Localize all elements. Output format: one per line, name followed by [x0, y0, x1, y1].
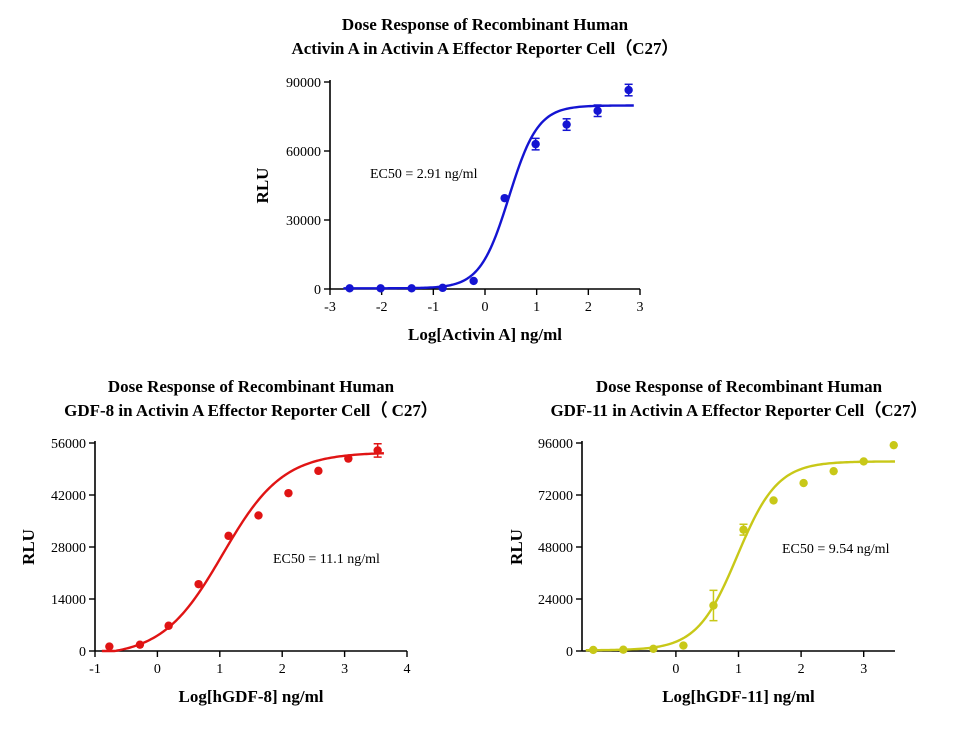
x-axis-title: Log[Activin A] ng/ml — [408, 325, 562, 344]
ec50-annotation: EC50 = 2.91 ng/ml — [370, 167, 478, 182]
ec50-annotation: EC50 = 11.1 ng/ml — [273, 552, 380, 567]
chart-title-line: Dose Response of Recombinant Human — [108, 377, 395, 396]
data-point — [284, 488, 293, 498]
x-tick-label: 2 — [585, 300, 592, 315]
data-point — [376, 284, 385, 293]
data-point — [739, 525, 748, 534]
data-point — [859, 457, 868, 466]
data-point — [164, 621, 173, 630]
x-tick-label: 1 — [735, 662, 742, 677]
chart-activin-a: Dose Response of Recombinant Human Activi… — [253, 15, 679, 344]
x-tick-label: 1 — [533, 300, 540, 315]
chart-title-line: Activin A in Activin A Effector Reporter… — [291, 38, 678, 58]
x-tick-label: 0 — [154, 662, 161, 677]
y-tick-label: 14000 — [51, 593, 86, 608]
y-tick-label: 30000 — [286, 214, 321, 229]
data-point — [345, 284, 354, 293]
x-tick-label: 4 — [404, 662, 411, 677]
y-tick-label: 72000 — [538, 489, 573, 504]
data-point — [624, 85, 633, 95]
y-tick-label: 96000 — [538, 437, 573, 452]
data-point — [105, 642, 114, 651]
y-tick-label: 56000 — [51, 437, 86, 452]
x-tick-label: -3 — [324, 300, 336, 315]
data-point — [314, 466, 323, 476]
data-point — [829, 466, 838, 476]
data-point — [889, 440, 898, 450]
y-tick-label: 0 — [314, 283, 321, 298]
x-tick-label: 3 — [860, 662, 867, 677]
data-point — [619, 645, 628, 654]
chart-title-line: GDF-11 in Activin A Effector Reporter Ce… — [550, 400, 927, 420]
x-tick-label: 0 — [672, 662, 679, 677]
y-tick-label: 48000 — [538, 541, 573, 556]
data-point — [799, 478, 808, 488]
chart-title-line: Dose Response of Recombinant Human — [596, 377, 883, 396]
y-tick-label: 60000 — [286, 145, 321, 160]
data-point — [407, 284, 416, 293]
y-axis-title: RLU — [507, 529, 526, 565]
y-tick-label: 24000 — [538, 593, 573, 608]
x-tick-label: 1 — [216, 662, 223, 677]
x-tick-label: 3 — [637, 300, 644, 315]
fit-curve — [585, 460, 896, 652]
y-axis-title: RLU — [19, 529, 38, 565]
chart-gdf-11: Dose Response of Recombinant Human GDF-11… — [507, 377, 928, 706]
x-tick-label: 2 — [798, 662, 805, 677]
data-point — [679, 641, 688, 650]
x-tick-label: -1 — [427, 300, 439, 315]
data-point — [469, 276, 478, 286]
x-tick-label: 2 — [279, 662, 286, 677]
data-point — [224, 531, 233, 541]
data-point — [500, 193, 509, 203]
y-tick-label: 0 — [566, 645, 573, 660]
data-point — [438, 283, 447, 293]
y-tick-label: 0 — [79, 645, 86, 660]
x-tick-label: 3 — [341, 662, 348, 677]
data-point — [562, 120, 571, 129]
x-axis-title: Log[hGDF-11] ng/ml — [662, 687, 815, 706]
data-point — [135, 640, 145, 649]
data-point — [254, 511, 263, 520]
chart-title-line: GDF-8 in Activin A Effector Reporter Cel… — [64, 400, 438, 420]
data-point — [709, 601, 718, 610]
data-point — [344, 454, 353, 463]
chart-gdf-8: Dose Response of Recombinant Human GDF-8 … — [19, 377, 438, 706]
data-point — [373, 446, 382, 455]
data-point — [194, 579, 203, 589]
y-tick-label: 42000 — [51, 489, 86, 504]
x-tick-label: -2 — [376, 300, 388, 315]
y-axis-title: RLU — [253, 168, 272, 204]
x-tick-label: 0 — [482, 300, 489, 315]
fit-curve — [101, 452, 384, 653]
data-point — [593, 106, 602, 115]
y-tick-label: 28000 — [51, 541, 86, 556]
fit-curve — [343, 104, 634, 290]
y-tick-label: 90000 — [286, 76, 321, 91]
data-point — [531, 139, 540, 149]
data-point — [769, 496, 778, 505]
x-axis-title: Log[hGDF-8] ng/ml — [179, 687, 324, 706]
chart-title-line: Dose Response of Recombinant Human — [342, 15, 629, 34]
data-point — [589, 645, 598, 655]
ec50-annotation: EC50 = 9.54 ng/ml — [782, 542, 890, 557]
x-tick-label: -1 — [89, 662, 101, 677]
data-point — [649, 644, 658, 654]
